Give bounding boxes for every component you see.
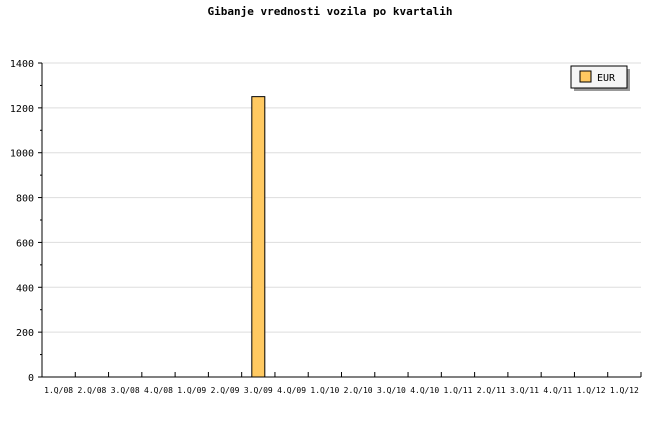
x-tick-label: 1.Q/09 — [177, 386, 206, 395]
legend-label-eur: EUR — [597, 73, 616, 84]
x-tick-label: 2.Q/10 — [344, 386, 373, 395]
x-tick-label: 2.Q/08 — [77, 386, 106, 395]
x-tick-label: 3.Q/10 — [377, 386, 406, 395]
x-tick-label: 3.Q/08 — [111, 386, 140, 395]
legend-swatch-eur — [579, 70, 592, 83]
x-tick-label: 4.Q/10 — [410, 386, 439, 395]
y-tick-label: 200 — [16, 328, 34, 339]
x-tick-label: 2.Q/11 — [477, 386, 506, 395]
x-tick-label: 1.Q/12 — [577, 386, 606, 395]
y-tick-label: 1000 — [10, 149, 34, 160]
x-tick-label: 4.Q/11 — [543, 386, 572, 395]
y-tick-label: 800 — [16, 194, 34, 205]
x-tick-label: 1.Q/11 — [444, 386, 473, 395]
x-tick-label: 4.Q/08 — [144, 386, 173, 395]
x-tick-label: 1.Q/12 — [610, 386, 639, 395]
x-tick-label: 3.Q/09 — [244, 386, 273, 395]
bar-3.Q/09 — [251, 96, 266, 378]
x-tick-label: 3.Q/11 — [510, 386, 539, 395]
x-tick-label: 1.Q/08 — [44, 386, 73, 395]
y-tick-label: 0 — [28, 373, 34, 384]
legend: EUR — [570, 65, 630, 91]
x-tick-label: 2.Q/09 — [211, 386, 240, 395]
y-tick-label: 400 — [16, 283, 34, 294]
x-tick-label: 4.Q/09 — [277, 386, 306, 395]
x-tick-label: 1.Q/10 — [310, 386, 339, 395]
y-tick-label: 600 — [16, 238, 34, 249]
y-tick-label: 1200 — [10, 104, 34, 115]
y-tick-label: 1400 — [10, 59, 34, 70]
chart-title: Gibanje vrednosti vozila po kvartalih — [207, 5, 452, 18]
